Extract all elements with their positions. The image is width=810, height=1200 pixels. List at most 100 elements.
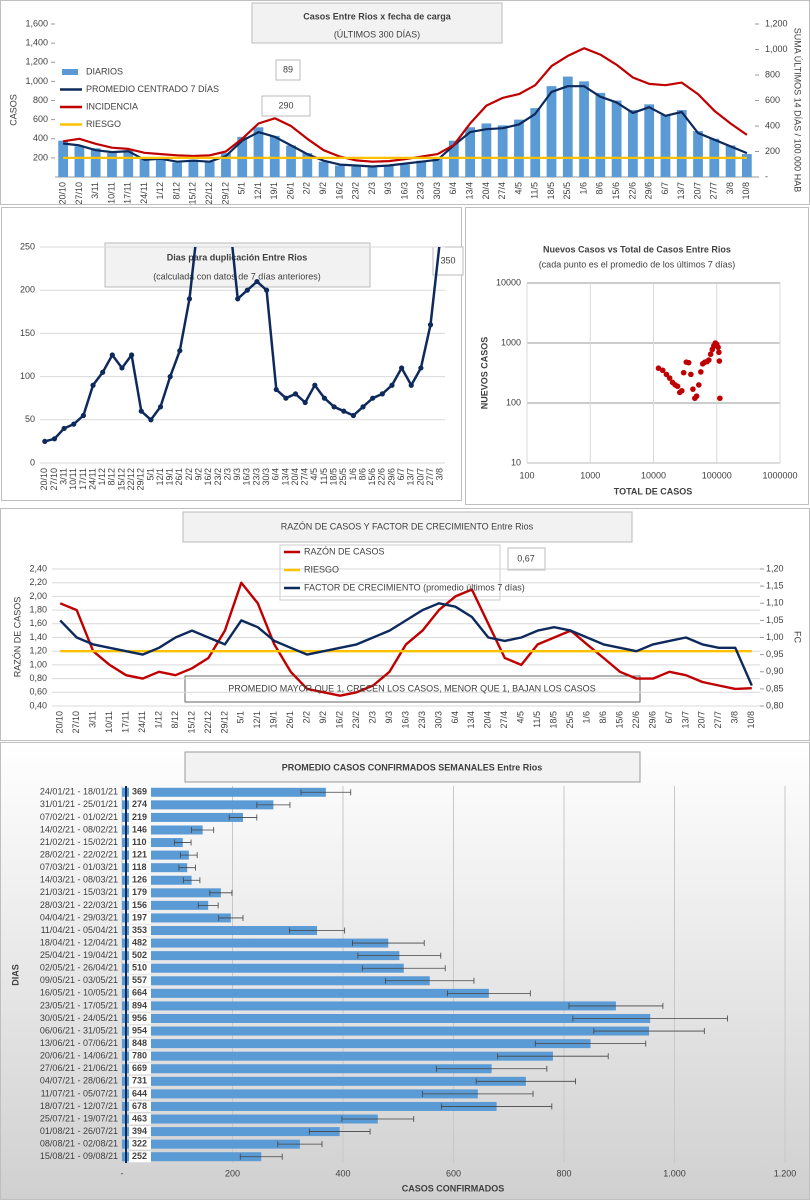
x-tick-label: 3/11 [58, 468, 68, 485]
bar [122, 1013, 651, 1023]
annotation: 89 [283, 64, 293, 74]
x-tick-label: 5/1 [145, 468, 155, 481]
bar [122, 812, 243, 822]
x-tick-label: 23/2 [213, 468, 223, 486]
y-tick-label: 18/07/21 - 12/07/21 [40, 1101, 118, 1111]
y-tick-label: 600 [33, 114, 48, 124]
value-label: 179 [132, 887, 147, 897]
y-tick-label: 1,000 [765, 44, 788, 54]
error-bar [308, 1128, 371, 1135]
x-tick-label: 11/5 [532, 711, 542, 728]
bar [107, 153, 117, 177]
y-tick-label: 600 [765, 95, 780, 105]
bar [122, 1089, 478, 1099]
x-tick-label: 15/12 [186, 711, 196, 734]
bar [269, 135, 280, 177]
point [283, 395, 289, 401]
chart-subtitle: (ÚLTIMOS 300 DÍAS) [334, 29, 420, 39]
bar [122, 1127, 340, 1137]
y-tick-label: 11/07/21 - 05/07/21 [41, 1088, 118, 1098]
x-tick-label: 29/12 [220, 182, 230, 205]
x-tick-label: 6/7 [660, 182, 670, 195]
x-tick-label: 1/6 [348, 468, 358, 481]
chart-subtitle: (calculada con datos de 7 días anteriore… [153, 271, 321, 281]
error-bar [180, 852, 198, 859]
y-tick-label: 200 [20, 285, 35, 295]
error-bar [385, 977, 475, 984]
point [690, 386, 696, 392]
x-tick-label: 2/2 [184, 468, 194, 481]
y-tick-label: 100 [506, 397, 521, 407]
value-label: 274 [132, 799, 147, 809]
y-tick-label: 06/06/21 - 31/05/21 [40, 1025, 118, 1035]
bar [122, 963, 404, 973]
bar [122, 875, 192, 885]
bar [122, 1114, 378, 1124]
bar [514, 119, 524, 177]
y-tick-label: 1,400 [25, 38, 48, 48]
bar [595, 92, 606, 177]
bar [122, 888, 221, 898]
error-bar [435, 1065, 548, 1072]
value-label-box [129, 1151, 151, 1163]
x-tick-label: 27/10 [74, 182, 84, 205]
bar [122, 800, 274, 810]
point [418, 365, 424, 371]
chart-title: RAZÓN DE CASOS Y FACTOR DE CRECIMIENTO E… [281, 521, 534, 531]
x-tick-label: 29/6 [386, 468, 396, 486]
value-label-box [129, 1038, 151, 1050]
value-label: 146 [132, 824, 147, 834]
x-tick-label: 6/4 [450, 711, 460, 724]
x-tick-label: 800 [556, 1168, 571, 1178]
x-tick-label: 9/2 [318, 182, 328, 195]
y-tick-label: 250 [20, 241, 35, 251]
y-tick-label: 15/08/21 - 09/08/21 [40, 1151, 118, 1161]
x-tick-label: 8/12 [171, 182, 181, 200]
bar [139, 158, 150, 177]
x-tick-label: 2/3 [367, 182, 377, 195]
x-tick-label: 19/1 [165, 468, 175, 486]
point [167, 374, 173, 380]
x-tick-label: 29/6 [644, 182, 654, 200]
error-bar [534, 1040, 647, 1047]
point [678, 387, 685, 394]
chart-title: PROMEDIO CASOS CONFIRMADOS SEMANALES Ent… [282, 762, 543, 772]
value-label: 510 [132, 963, 147, 973]
value-label-box [129, 899, 151, 911]
y-tick-label: 20/06/21 - 14/06/21 [40, 1051, 118, 1061]
value-label: 678 [132, 1101, 147, 1111]
value-label-box [129, 824, 151, 836]
x-tick-label: 1/12 [153, 711, 163, 729]
value-label-box [129, 975, 151, 987]
point [177, 348, 183, 354]
y-tick-label: 13/06/21 - 07/06/21 [40, 1038, 118, 1048]
x-tick-label: 16/2 [334, 182, 344, 200]
bar [676, 110, 687, 177]
bar [122, 838, 183, 848]
x-tick-label: 15/12 [116, 468, 126, 491]
x-tick-label: 15/12 [188, 182, 198, 205]
bar [318, 161, 329, 177]
bar [383, 165, 394, 177]
series-line [62, 85, 748, 168]
bar [90, 148, 101, 177]
x-tick-label: 5/1 [237, 182, 247, 195]
point [42, 438, 48, 444]
chart-subtitle: (cada punto es el promedio de los último… [539, 259, 736, 269]
y-axis-label: NUEVOS CASOS [479, 337, 489, 410]
chart-title: Nuevos Casos vs Total de Casos Entre Rio… [543, 244, 731, 254]
value-label: 731 [132, 1076, 147, 1086]
x-tick-label: 24/11 [137, 711, 147, 733]
series-line [59, 581, 752, 697]
value-label-box [129, 1000, 151, 1012]
bar [122, 1101, 497, 1111]
y-tick-label: 25/04/21 - 19/04/21 [40, 950, 118, 960]
point [427, 322, 434, 328]
legend-label: RIESGO [86, 119, 121, 129]
error-bar [178, 864, 196, 871]
y-tick-label: 25/07/21 - 19/07/21 [40, 1113, 118, 1123]
bar [481, 123, 492, 177]
x-tick-label: 12/1 [252, 711, 262, 729]
point [695, 382, 702, 388]
